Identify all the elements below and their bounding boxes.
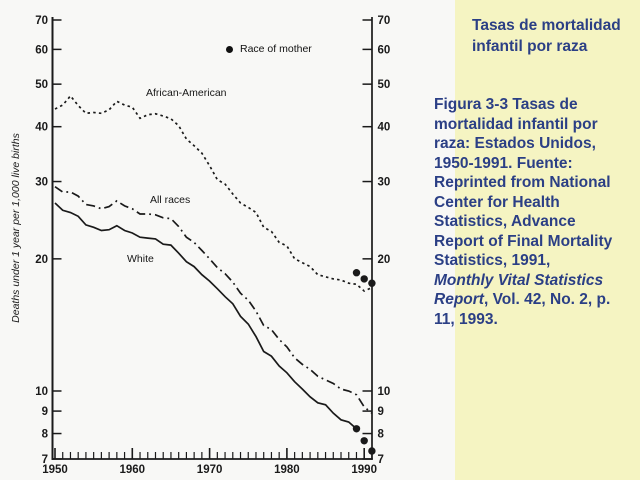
y-tick-label-left: 60 [35,44,48,56]
y-tick-label-right: 20 [378,254,391,266]
y-tick-label-right: 30 [378,177,391,189]
caption-line: Monthly Vital Statistics [434,271,604,289]
mortality-chart-figure: 70 70 60 60 50 50 40 40 30 30 20 20 10 10 9 9 8 8 7 7 1950 19… [10,15,390,476]
series-label-african-american: African-American [146,87,227,99]
caption-line: mortalidad infantil por [434,115,598,133]
y-tick-group: 70 70 60 60 50 50 40 40 30 30 20 20 10 10 9 9 8 8 7 7 [35,15,390,466]
caption-line: Report, Vol. 42, No. 2, p. [434,291,611,308]
y-tick-label-left: 7 [42,454,48,466]
caption-line: 11, 1993. [434,310,498,328]
x-tick-label: 1970 [197,464,223,476]
y-tick-label-left: 20 [35,254,48,266]
x-tick-label: 1950 [42,464,68,476]
series-label-all-races: All races [150,194,191,206]
yellow-side-panel [455,0,640,480]
y-tick-label-right: 10 [378,386,391,398]
y-tick-label-right: 9 [378,406,384,418]
race-of-mother-dot [368,447,376,455]
y-tick-label-right: 70 [378,15,391,27]
caption-line: Statistics, Advance [434,213,576,230]
x-tick-label: 1980 [274,464,300,476]
y-tick-label-left: 70 [35,15,48,27]
y-tick-label-right: 60 [378,44,391,56]
race-of-mother-dot [352,269,361,277]
y-tick-label-right: 40 [378,122,391,134]
x-tick-label: 1990 [351,464,377,476]
caption-line: Report of Final Mortality [434,232,613,250]
y-tick-label-left: 9 [42,406,48,418]
panel-title: Tasas de mortalidad infantil por raza [472,15,638,57]
panel-title-line: infantil por raza [472,38,588,55]
y-tick-label-right: 8 [378,429,385,441]
y-tick-label-left: 10 [35,386,48,398]
y-tick-label-left: 50 [35,79,48,91]
caption-line: 1950-1991. Fuente: [434,154,573,172]
caption-line: raza: Estados Unidos, [434,135,596,152]
race-of-mother-dot [360,437,368,445]
x-tick-label: 1960 [120,464,146,476]
filled-circle-icon [226,45,233,53]
race-of-mother-dot [368,279,376,287]
y-axis-title: Deaths under 1 year per 1,000 live birth… [10,133,22,323]
series-line-african-american [54,94,373,292]
y-tick-label-right: 7 [378,454,384,466]
series-line-all-races [54,185,373,414]
y-tick-label-left: 40 [35,122,48,134]
legend: Race of mother [226,43,312,55]
caption-line: Statistics, 1991, [434,252,551,269]
series-line-white [54,202,358,430]
y-tick-label-right: 50 [378,79,391,91]
caption-line: Figura 3-3 Tasas de [434,96,578,113]
y-tick-label-left: 30 [35,177,48,189]
caption-line: Center for Health [434,193,560,211]
caption-line: Reprinted from National [434,174,611,191]
race-of-mother-dot [352,425,361,433]
race-of-mother-dot [360,275,368,283]
figure-caption: Figura 3-3 Tasas de mortalidad infantil p… [434,95,640,329]
series-label-white: White [127,253,154,265]
legend-label: Race of mother [240,43,312,55]
x-tick-group: 1950 1960 1970 1980 1990 [42,448,377,476]
panel-title-line: Tasas de mortalidad [472,17,621,34]
y-tick-label-left: 8 [42,429,49,441]
